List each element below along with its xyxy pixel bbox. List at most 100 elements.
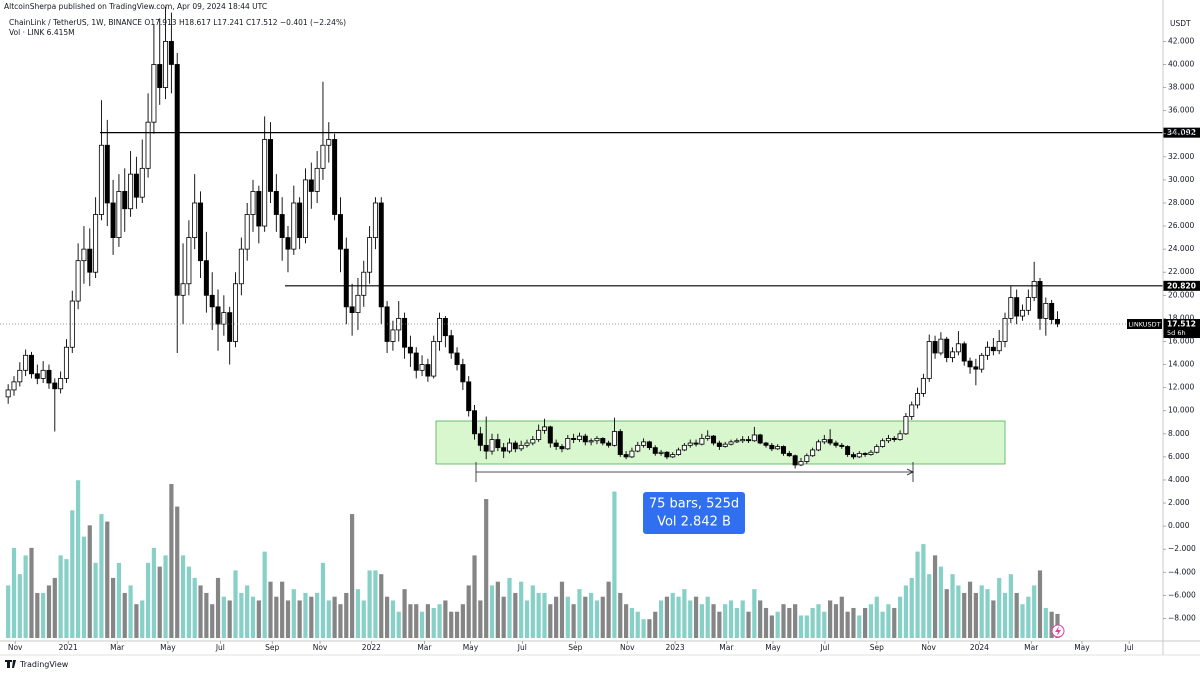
candle-body xyxy=(407,346,413,354)
candle-body xyxy=(681,444,687,451)
candle-body xyxy=(326,139,332,146)
candle-body xyxy=(1054,318,1060,325)
volume-bar xyxy=(839,596,844,638)
candle-body xyxy=(571,438,577,440)
volume-bar xyxy=(1032,585,1037,638)
volume-bar xyxy=(1043,607,1048,638)
volume-bar xyxy=(705,596,710,638)
volume-bar xyxy=(192,577,197,638)
candle-body xyxy=(145,121,151,169)
candle-body xyxy=(553,442,559,447)
volume-bar xyxy=(52,577,57,638)
volume-bar xyxy=(425,604,430,638)
y-tick-label: −8.000 xyxy=(1168,613,1196,622)
volume-bar xyxy=(565,596,570,638)
volume-bar xyxy=(991,600,996,638)
volume-bar xyxy=(979,585,984,638)
y-tick-label: 40.000 xyxy=(1168,59,1194,68)
candle-body xyxy=(1008,297,1014,319)
candles xyxy=(5,6,1060,469)
x-tick-label: May xyxy=(1074,643,1090,652)
candle-body xyxy=(687,442,693,446)
candle-body xyxy=(5,389,11,398)
candle-body xyxy=(955,343,961,353)
candle-body xyxy=(17,369,23,383)
candle-body xyxy=(483,444,489,452)
volume-bar xyxy=(408,604,413,638)
candle-body xyxy=(705,435,711,439)
volume-bar xyxy=(863,607,868,638)
volume-bar xyxy=(927,574,932,638)
x-tick-label: Sep xyxy=(870,643,884,652)
candle-body xyxy=(827,439,833,444)
candle-body xyxy=(524,442,530,446)
candle-body xyxy=(477,433,483,446)
volume-bar xyxy=(297,600,302,638)
volume-bar xyxy=(594,600,600,638)
volume-bar xyxy=(29,547,34,638)
volume-bar xyxy=(618,592,623,638)
volume-bar xyxy=(606,581,611,638)
candle-body xyxy=(920,377,926,394)
volume-bar xyxy=(116,562,122,638)
candle-body xyxy=(256,191,262,227)
candle-body xyxy=(903,416,909,435)
volume-bar xyxy=(198,585,203,638)
candle-body xyxy=(541,426,547,431)
candle-body xyxy=(273,191,279,215)
volume-bar xyxy=(985,589,990,638)
volume-bar xyxy=(350,514,355,638)
volume-bar xyxy=(635,611,640,638)
y-tick-label: 16.000 xyxy=(1168,336,1194,345)
volume-bar xyxy=(122,592,127,638)
candle-body xyxy=(810,449,816,457)
volume-bar xyxy=(169,484,174,638)
candle-body xyxy=(122,191,128,210)
candle-body xyxy=(996,341,1002,352)
candle-body xyxy=(262,139,268,227)
volume-bar xyxy=(938,566,943,638)
volume-bar xyxy=(647,619,652,638)
volume-bar xyxy=(1026,596,1031,638)
candle-body xyxy=(209,294,215,308)
candle-body xyxy=(402,317,408,348)
volume-bar xyxy=(99,514,104,638)
x-tick-label: Mar xyxy=(1024,643,1039,652)
volume-bar xyxy=(857,615,862,638)
candle-body xyxy=(367,237,373,273)
measure-arrowhead xyxy=(906,468,914,476)
volume-bar xyxy=(723,604,728,638)
volume-bar xyxy=(921,544,926,638)
volume-bar xyxy=(87,525,92,638)
candle-body xyxy=(133,173,139,198)
volume-bar xyxy=(414,604,419,638)
volume-bar xyxy=(58,555,63,638)
volume-bar xyxy=(717,611,722,638)
volume-bar xyxy=(892,607,897,638)
volume-bar xyxy=(804,615,809,638)
volume-bar xyxy=(956,585,961,638)
candle-body xyxy=(926,341,932,379)
volume-bar xyxy=(134,604,139,638)
volume-bar xyxy=(478,600,483,638)
level-label: 20.820 xyxy=(1167,281,1196,290)
volume-bar xyxy=(326,600,331,638)
volume-bar xyxy=(396,611,401,638)
y-tick-label: 42.000 xyxy=(1168,36,1194,45)
volume-bar xyxy=(210,604,215,638)
candle-body xyxy=(372,202,378,238)
volume-bar xyxy=(752,589,757,638)
volume-bar xyxy=(781,604,786,638)
volume-bar xyxy=(833,604,839,638)
candle-body xyxy=(1037,281,1043,319)
y-tick-label: 10.000 xyxy=(1168,406,1194,415)
candle-body xyxy=(425,364,431,377)
volume-bar xyxy=(280,581,285,638)
candle-body xyxy=(337,214,343,250)
candle-body xyxy=(856,453,862,458)
volume-legend: Vol · LINK 6.415M xyxy=(9,28,75,37)
volume-bar xyxy=(810,607,815,638)
candle-body xyxy=(850,454,856,458)
candle-body xyxy=(396,317,402,331)
